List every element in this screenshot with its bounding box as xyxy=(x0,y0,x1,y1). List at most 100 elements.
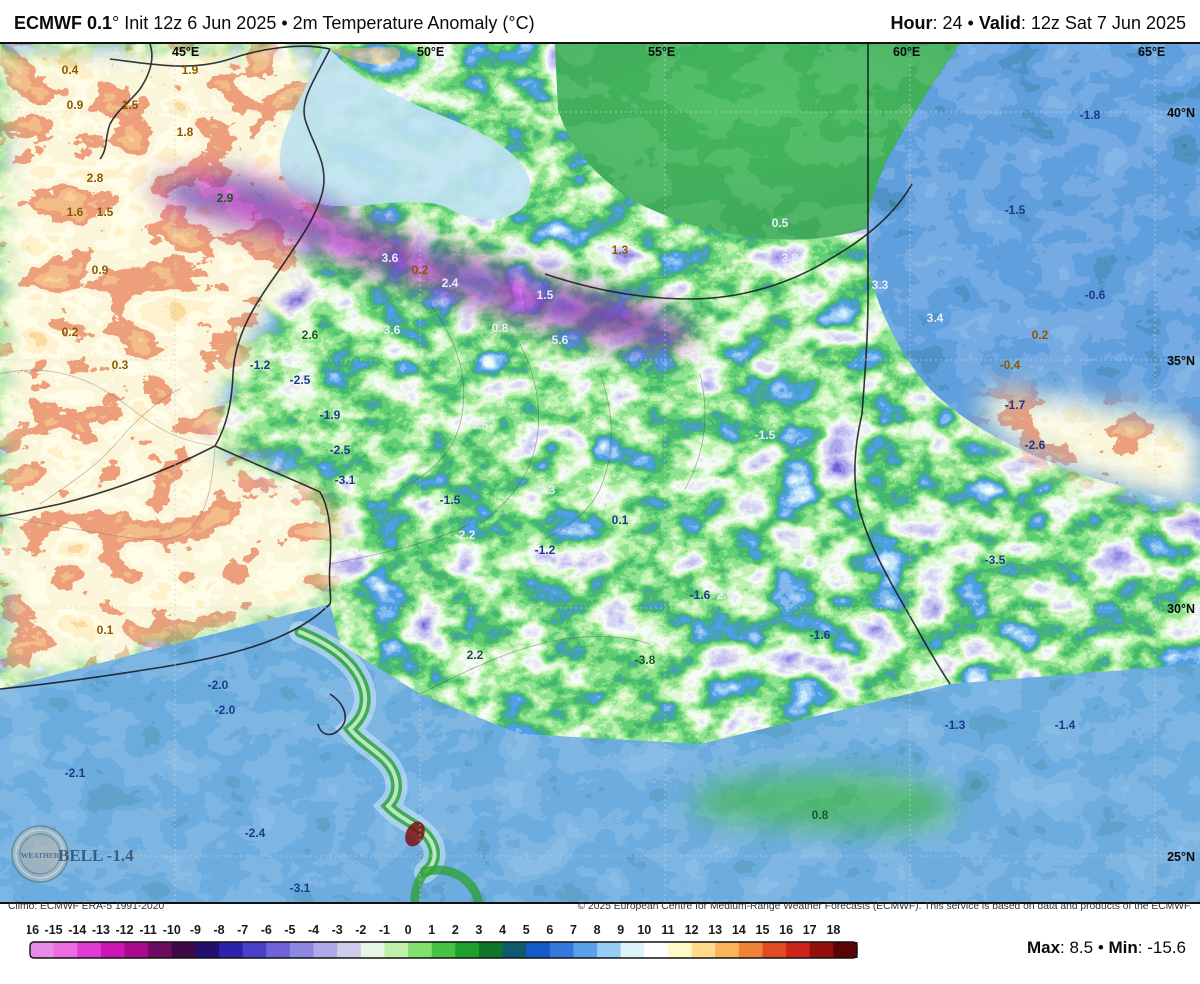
svg-text:-2.2: -2.2 xyxy=(455,528,476,542)
svg-text:0.5: 0.5 xyxy=(772,216,789,230)
svg-text:-2.6: -2.6 xyxy=(1025,438,1046,452)
svg-text:5.6: 5.6 xyxy=(552,333,569,347)
svg-text:-2: -2 xyxy=(355,923,366,937)
svg-text:-12: -12 xyxy=(115,923,133,937)
svg-text:2.4: 2.4 xyxy=(442,276,459,290)
svg-text:5: 5 xyxy=(523,923,530,937)
svg-text:55°E: 55°E xyxy=(648,45,675,59)
svg-text:1.6: 1.6 xyxy=(67,205,84,219)
svg-text:1.8: 1.8 xyxy=(177,125,194,139)
svg-text:-1.5: -1.5 xyxy=(1005,203,1026,217)
svg-text:-3.3: -3.3 xyxy=(535,483,556,497)
svg-text:0.9: 0.9 xyxy=(67,98,84,112)
svg-text:0.2: 0.2 xyxy=(1032,328,1049,342)
svg-text:-2.0: -2.0 xyxy=(208,678,229,692)
svg-text:-0.6: -0.6 xyxy=(1085,288,1106,302)
svg-text:-1.4: -1.4 xyxy=(1055,718,1076,732)
svg-text:-8: -8 xyxy=(213,923,224,937)
svg-text:3: 3 xyxy=(475,923,482,937)
svg-text:65°E: 65°E xyxy=(1138,45,1165,59)
svg-text:3.6: 3.6 xyxy=(382,251,399,265)
svg-text:-1.3: -1.3 xyxy=(945,718,966,732)
svg-text:-1.2: -1.2 xyxy=(535,543,556,557)
svg-text:0.8: 0.8 xyxy=(812,808,829,822)
svg-text:BELL -1.4: BELL -1.4 xyxy=(58,846,134,865)
svg-text:1.5: 1.5 xyxy=(537,288,554,302)
svg-text:4: 4 xyxy=(499,923,506,937)
svg-text:-10: -10 xyxy=(163,923,181,937)
svg-text:50°E: 50°E xyxy=(417,45,444,59)
svg-text:11: 11 xyxy=(661,923,674,937)
svg-text:-3.6: -3.6 xyxy=(380,323,401,337)
svg-text:-1.7: -1.7 xyxy=(1005,398,1026,412)
svg-text:-1.6: -1.6 xyxy=(810,628,831,642)
svg-text:3.8: 3.8 xyxy=(782,251,799,265)
svg-text:14: 14 xyxy=(732,923,746,937)
svg-text:60°E: 60°E xyxy=(893,45,920,59)
svg-text:0.1: 0.1 xyxy=(97,623,114,637)
svg-text:-2.5: -2.5 xyxy=(330,443,351,457)
svg-text:0.5: 0.5 xyxy=(472,418,489,432)
svg-text:-1: -1 xyxy=(379,923,390,937)
svg-text:WEATHER: WEATHER xyxy=(21,851,60,860)
svg-text:-0.4: -0.4 xyxy=(1000,358,1021,372)
svg-text:2.8: 2.8 xyxy=(87,171,104,185)
svg-text:-2.4: -2.4 xyxy=(245,826,266,840)
svg-text:3.3: 3.3 xyxy=(872,278,889,292)
svg-text:-3.1: -3.1 xyxy=(290,881,311,895)
svg-text:-2.1: -2.1 xyxy=(65,766,86,780)
svg-text:-1.2: -1.2 xyxy=(250,358,271,372)
svg-text:10: 10 xyxy=(637,923,651,937)
svg-text:6: 6 xyxy=(546,923,553,937)
svg-text:0.4: 0.4 xyxy=(62,63,79,77)
svg-text:0.3: 0.3 xyxy=(112,358,129,372)
svg-text:-3.5: -3.5 xyxy=(985,553,1006,567)
svg-text:2.0: 2.0 xyxy=(717,588,734,602)
svg-text:-3.8: -3.8 xyxy=(635,653,656,667)
svg-text:-7: -7 xyxy=(237,923,248,937)
svg-text:1: 1 xyxy=(428,923,435,937)
svg-text:17: 17 xyxy=(803,923,817,937)
svg-text:-15: -15 xyxy=(45,923,63,937)
svg-text:-6: -6 xyxy=(261,923,272,937)
svg-text:0.9: 0.9 xyxy=(92,263,109,277)
svg-text:30°N: 30°N xyxy=(1167,602,1195,616)
svg-text:25°N: 25°N xyxy=(1167,850,1195,864)
svg-text:2.2: 2.2 xyxy=(467,648,484,662)
svg-text:40°N: 40°N xyxy=(1167,106,1195,120)
svg-text:1.5: 1.5 xyxy=(122,98,139,112)
svg-text:1.5: 1.5 xyxy=(97,205,114,219)
svg-text:-13: -13 xyxy=(92,923,110,937)
svg-text:-4: -4 xyxy=(308,923,319,937)
svg-text:13: 13 xyxy=(708,923,722,937)
svg-text:-1.8: -1.8 xyxy=(1080,108,1101,122)
svg-text:-11: -11 xyxy=(139,923,156,937)
svg-text:-14: -14 xyxy=(68,923,86,937)
svg-text:-1.5: -1.5 xyxy=(755,428,776,442)
svg-text:0.1: 0.1 xyxy=(612,513,629,527)
svg-text:0.2: 0.2 xyxy=(412,263,429,277)
svg-text:15: 15 xyxy=(756,923,770,937)
svg-text:-2.5: -2.5 xyxy=(290,373,311,387)
svg-text:7: 7 xyxy=(570,923,577,937)
svg-text:2.6: 2.6 xyxy=(302,328,319,342)
svg-text:0.2: 0.2 xyxy=(62,325,79,339)
svg-text:-16: -16 xyxy=(27,923,39,937)
svg-text:-3.1: -3.1 xyxy=(335,473,356,487)
svg-text:16: 16 xyxy=(779,923,793,937)
svg-text:45°E: 45°E xyxy=(172,45,199,59)
svg-text:0: 0 xyxy=(405,923,412,937)
svg-text:-1.6: -1.6 xyxy=(690,588,711,602)
svg-text:-2.0: -2.0 xyxy=(215,703,236,717)
svg-text:1.9: 1.9 xyxy=(182,63,199,77)
svg-text:35°N: 35°N xyxy=(1167,354,1195,368)
svg-text:2.9: 2.9 xyxy=(217,191,234,205)
svg-text:-3: -3 xyxy=(332,923,343,937)
svg-text:-5: -5 xyxy=(284,923,295,937)
svg-text:8: 8 xyxy=(594,923,601,937)
svg-text:9: 9 xyxy=(617,923,624,937)
svg-text:3.4: 3.4 xyxy=(927,311,944,325)
svg-text:0.8: 0.8 xyxy=(492,321,509,335)
svg-text:2: 2 xyxy=(452,923,459,937)
svg-text:-1.5: -1.5 xyxy=(440,493,461,507)
